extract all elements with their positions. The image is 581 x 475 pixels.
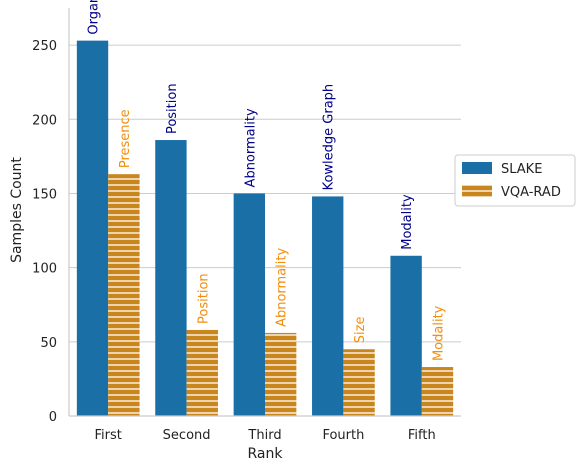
x-tick-label: Fifth (408, 428, 436, 443)
y-tick-label: 0 (49, 410, 57, 425)
x-axis-title: Rank (248, 446, 284, 462)
legend-swatch-slake (462, 162, 492, 174)
legend-label-slake: SLAKE (501, 162, 542, 177)
bar-annotation: Kowledge Graph (322, 84, 337, 191)
y-tick-label: 150 (32, 187, 57, 202)
y-tick-label: 200 (32, 113, 57, 128)
bar-vqa-rad-third (265, 332, 297, 416)
bar-annotation: Modality (431, 305, 446, 361)
bar-labels: Organ Presence Position Position Abnormality… (87, 0, 447, 361)
bar-vqa-rad-first (108, 174, 140, 416)
bar-slake-fifth (390, 255, 422, 416)
legend: SLAKE VQA-RAD (454, 154, 576, 207)
y-tick-label: 100 (32, 262, 57, 277)
bar-vqa-rad-fifth (421, 367, 454, 416)
bar-vqa-rad-fourth (343, 349, 375, 416)
y-tick-label: 250 (32, 39, 57, 54)
legend-swatch-vqa-rad (462, 185, 492, 197)
y-tick-label: 50 (40, 336, 57, 351)
x-tick-label: Second (163, 428, 211, 443)
x-tick-label: Fourth (322, 428, 364, 443)
bar-annotation: Presence (118, 109, 133, 168)
bar-annotation: Abnormality (275, 248, 290, 327)
bar-slake-third (233, 193, 265, 416)
bar-annotation: Abnormality (243, 108, 258, 187)
bar-slake-second (155, 140, 187, 416)
x-tick-label: First (95, 428, 122, 443)
bars (76, 40, 454, 416)
bar-annotation: Size (353, 317, 368, 344)
x-tick-label: Third (247, 428, 281, 443)
axes: 0 50 100 150 200 250 First Second Third Fourth Fif… (32, 8, 461, 443)
bar-slake-first (76, 40, 109, 416)
legend-label-vqa-rad: VQA-RAD (501, 185, 561, 200)
bar-annotation: Modality (400, 194, 415, 250)
bar-annotation: Organ (87, 0, 102, 35)
bar-slake-fourth (312, 196, 344, 416)
bar-vqa-rad-second (186, 329, 218, 416)
bar-annotation: Position (165, 83, 180, 134)
y-axis-title: Samples Count (9, 157, 25, 263)
bar-annotation: Position (196, 273, 211, 324)
